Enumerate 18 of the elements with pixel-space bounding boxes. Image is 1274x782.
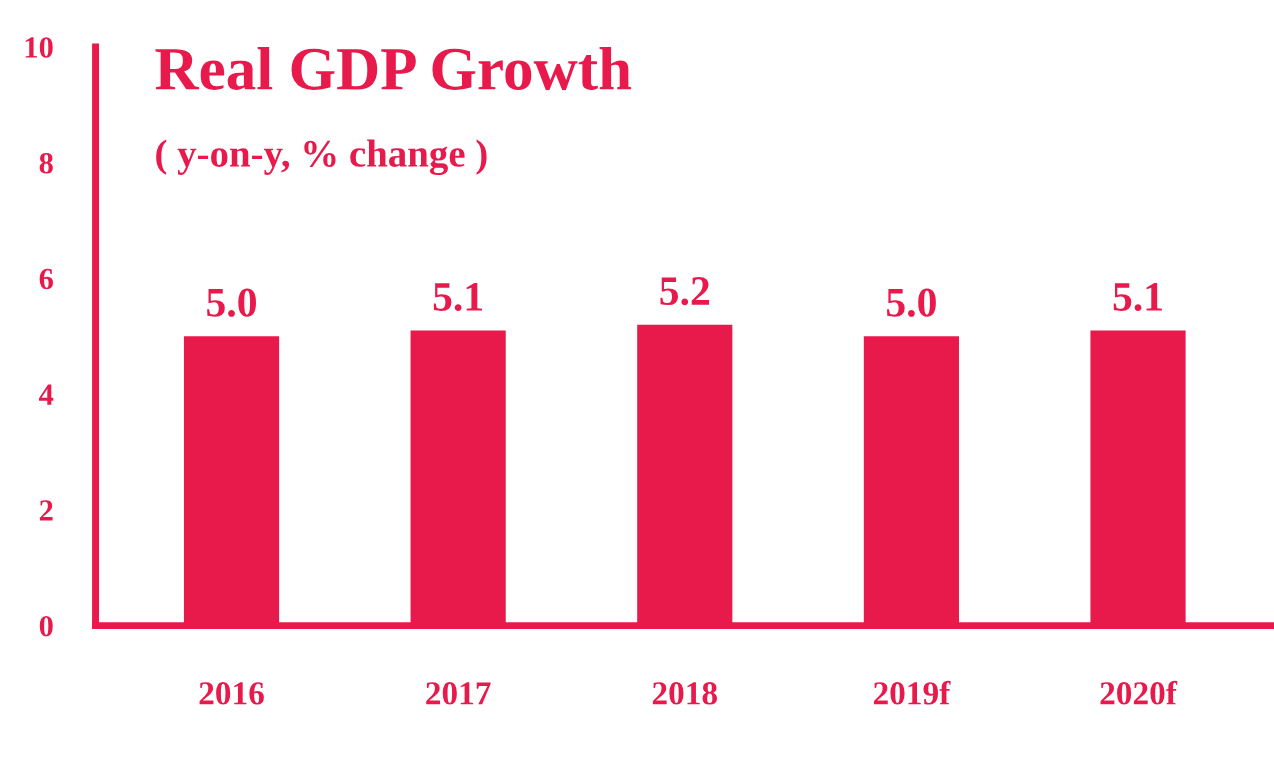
y-tick-label: 4 <box>39 384 54 405</box>
chart-title: Real GDP Growth <box>155 46 632 90</box>
y-tick-label: 6 <box>39 268 53 290</box>
data-label: 5.2 <box>660 277 710 306</box>
data-label: 5.1 <box>1113 282 1162 312</box>
x-tick-label: 2019f <box>873 680 951 705</box>
y-tick-label: 8 <box>39 152 53 174</box>
text: ( y-on-y, % change ) <box>156 139 487 176</box>
x-tick-label: 2018 <box>652 682 717 705</box>
x-tick-label: 2020f <box>1100 680 1178 705</box>
y-tick-label: 10 <box>25 37 53 58</box>
x-tick-label: 2017 <box>426 682 491 705</box>
data-label: 5.1 <box>433 282 483 312</box>
data-label: 5.0 <box>207 288 256 317</box>
y-tick-label: 0 <box>39 615 53 637</box>
data-label: 5.0 <box>887 288 936 317</box>
y-tick-label: 2 <box>39 500 53 521</box>
x-tick-label: 2016 <box>199 682 264 705</box>
